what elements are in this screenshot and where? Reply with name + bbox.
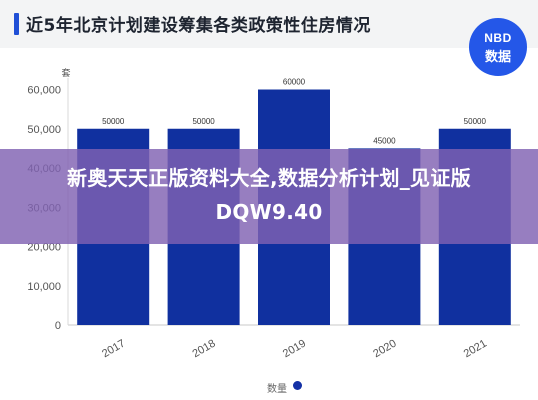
data-label-2018: 50000 <box>192 117 215 126</box>
logo-text-nbd: NBD <box>484 31 512 45</box>
data-label-2017: 50000 <box>102 117 125 126</box>
overlay-banner: 新奥天天正版资料大全,数据分析计划_见证版DQW9.40 <box>0 149 538 244</box>
x-tick-label-2018: 2018 <box>190 338 217 361</box>
x-tick-label-2019: 2019 <box>281 338 308 361</box>
y-tick-label: 50,000 <box>27 124 61 136</box>
chart-legend: 数量 <box>0 378 538 395</box>
data-label-2019: 60000 <box>283 78 306 87</box>
logo-text-data: 数据 <box>484 50 511 65</box>
y-tick-label: 0 <box>55 320 61 332</box>
x-tick-label-2021: 2021 <box>462 338 489 361</box>
data-label-2020: 45000 <box>373 136 396 145</box>
nbd-data-logo: NBD 数据 <box>469 18 527 76</box>
x-tick-label-2020: 2020 <box>371 338 398 361</box>
y-axis-unit-label: 套 <box>61 67 70 79</box>
legend-label: 数量 <box>267 384 287 395</box>
chart-title: 近5年北京计划建设筹集各类政策性住房情况 <box>26 16 371 36</box>
banner-text: 新奥天天正版资料大全,数据分析计划_见证版DQW9.40 <box>67 166 471 224</box>
y-tick-label: 10,000 <box>27 281 61 293</box>
chart-header: 近5年北京计划建设筹集各类政策性住房情况 <box>0 0 538 48</box>
y-tick-label: 60,000 <box>27 85 61 97</box>
data-label-2021: 50000 <box>464 117 487 126</box>
y-tick-label: 20,000 <box>27 242 61 254</box>
title-accent-bar <box>14 13 19 35</box>
x-tick-label-2017: 2017 <box>100 338 127 361</box>
legend-swatch <box>293 381 302 390</box>
